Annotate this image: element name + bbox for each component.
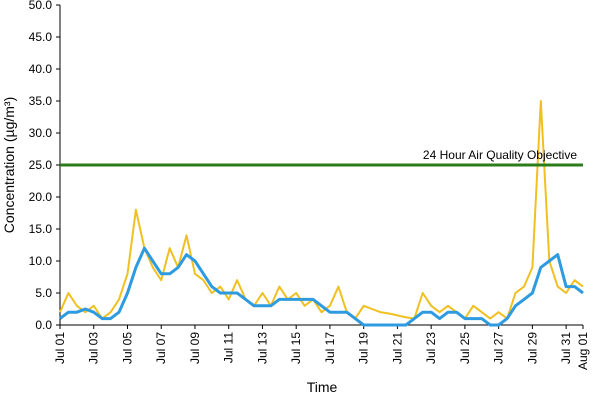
y-tick-label: 30.0 xyxy=(29,126,53,140)
x-tick-label: Jul 01 xyxy=(53,332,67,364)
x-tick-label: Jul 13 xyxy=(255,332,269,364)
x-tick-label: Jul 19 xyxy=(357,332,371,364)
x-tick-label: Jul 05 xyxy=(120,332,134,364)
y-tick-label: 5.0 xyxy=(35,286,52,300)
y-tick-label: 10.0 xyxy=(29,254,53,268)
x-tick-label: Jul 29 xyxy=(525,332,539,364)
x-tick-label: Jul 21 xyxy=(390,332,404,364)
x-tick-label: Jul 25 xyxy=(458,332,472,364)
x-tick-label: Jul 03 xyxy=(87,332,101,364)
x-tick-label: Jul 09 xyxy=(188,332,202,364)
y-tick-label: 40.0 xyxy=(29,62,53,76)
y-tick-label: 15.0 xyxy=(29,222,53,236)
x-tick-label: Jul 15 xyxy=(289,332,303,364)
x-tick-label: Jul 17 xyxy=(323,332,337,364)
y-axis-title: Concentration (µg/m³) xyxy=(1,97,17,233)
y-tick-label: 0.0 xyxy=(35,318,52,332)
y-tick-label: 20.0 xyxy=(29,190,53,204)
y-tick-label: 50.0 xyxy=(29,0,53,12)
x-tick-label: Jul 07 xyxy=(154,332,168,364)
y-tick-label: 35.0 xyxy=(29,94,53,108)
y-tick-label: 45.0 xyxy=(29,30,53,44)
data-line xyxy=(59,100,584,320)
x-axis-title: Time xyxy=(307,379,338,395)
x-tick-label: Jul 27 xyxy=(492,332,506,364)
data-line xyxy=(59,246,584,327)
x-tick-label: Jul 11 xyxy=(222,332,236,363)
y-tick-label: 25.0 xyxy=(29,158,53,172)
x-tick-label: Aug 01 xyxy=(576,332,590,370)
x-tick-label: Jul 23 xyxy=(424,332,438,364)
reference-label: 24 Hour Air Quality Objective xyxy=(423,148,577,162)
x-tick-label: Jul 31 xyxy=(559,332,573,364)
